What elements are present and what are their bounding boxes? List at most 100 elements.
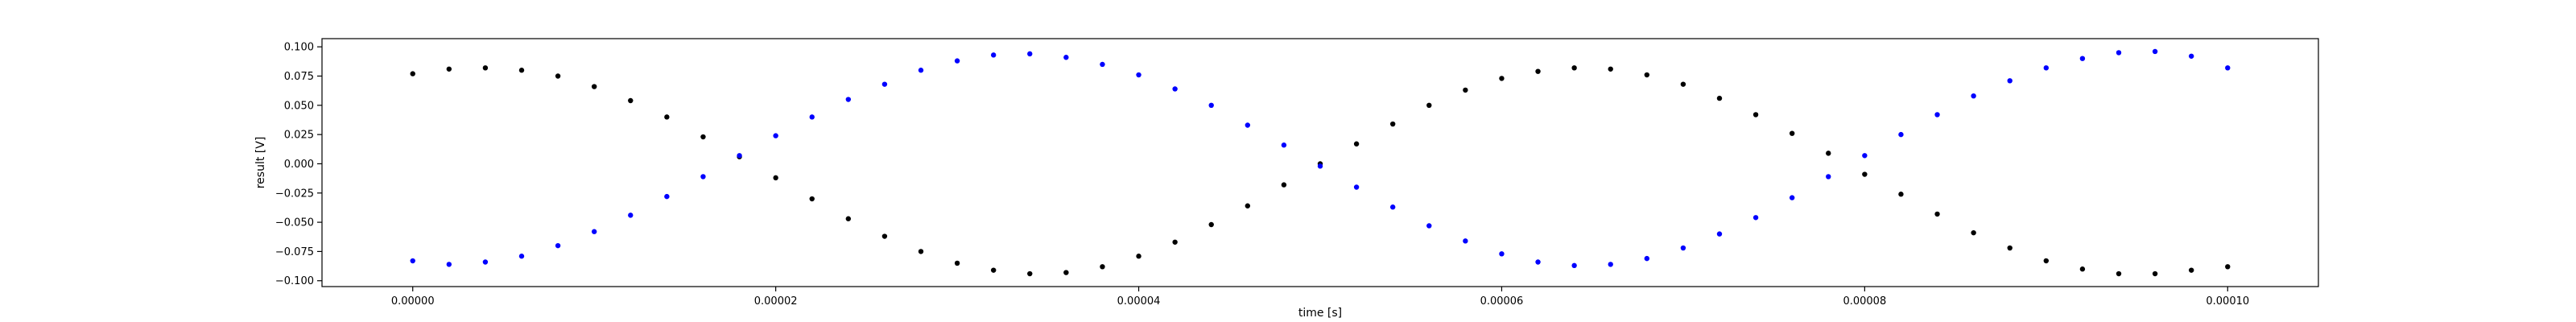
y-tick-label: −0.025 <box>275 188 314 200</box>
data-point <box>2007 78 2013 84</box>
data-point <box>1317 163 1323 169</box>
data-point <box>809 196 815 202</box>
y-tick-label: −0.100 <box>275 275 314 287</box>
y-tick-label: 0.025 <box>284 130 314 142</box>
data-point <box>1100 264 1105 270</box>
data-point <box>1752 112 1759 118</box>
data-point <box>1752 215 1759 221</box>
data-point <box>591 84 597 89</box>
data-point <box>482 65 489 71</box>
data-point <box>1789 195 1795 200</box>
y-tick-label: 0.000 <box>284 159 314 171</box>
data-point <box>1716 95 1723 101</box>
data-point <box>1971 93 1976 99</box>
y-tick-label: 0.100 <box>284 42 314 54</box>
data-point <box>1208 221 1214 228</box>
data-point <box>1027 51 1033 57</box>
y-tick-label: 0.075 <box>284 71 314 83</box>
data-point <box>1389 121 1396 127</box>
y-tick-label: −0.050 <box>275 217 314 229</box>
data-point <box>2043 65 2050 71</box>
data-point <box>990 267 997 273</box>
data-point <box>1136 254 1141 259</box>
x-tick-label: 0.00002 <box>754 295 798 308</box>
data-point <box>954 260 960 266</box>
data-point <box>1680 81 1686 87</box>
data-marks <box>410 48 2231 277</box>
data-point <box>2079 266 2086 272</box>
data-point <box>664 114 670 120</box>
plot-frame <box>321 38 2319 287</box>
data-point <box>2188 53 2194 59</box>
data-point <box>555 242 561 249</box>
data-point <box>1789 130 1795 136</box>
data-point <box>918 249 924 254</box>
data-point <box>1680 245 1686 251</box>
data-point <box>990 52 997 58</box>
data-point <box>1898 192 1904 197</box>
data-point <box>410 71 415 76</box>
data-point <box>1063 55 1069 60</box>
data-point <box>1208 102 1214 109</box>
data-point <box>1463 238 1468 244</box>
data-point <box>446 262 452 267</box>
data-point <box>1281 182 1287 188</box>
data-point <box>1353 141 1360 147</box>
data-point <box>700 174 706 180</box>
data-point <box>2043 258 2050 264</box>
data-point <box>1826 174 1831 180</box>
data-point <box>1100 61 1105 68</box>
data-point <box>2116 270 2122 277</box>
data-point <box>1426 102 1432 109</box>
data-point <box>1353 184 1360 190</box>
data-point <box>482 259 489 265</box>
data-point <box>1862 153 1868 159</box>
data-point <box>1136 72 1141 78</box>
x-axis: 0.00000 0.00002 0.00004 0.00006 0.00008 0.000… <box>391 287 2249 308</box>
data-point <box>1499 251 1505 257</box>
data-point <box>1971 229 1976 236</box>
data-point <box>1826 151 1831 156</box>
data-point <box>845 97 852 102</box>
x-axis-label: time [s] <box>1298 307 1342 320</box>
x-tick-label: 0.00000 <box>391 295 435 308</box>
data-point <box>1571 262 1577 269</box>
data-point <box>2188 267 2194 273</box>
data-point <box>2152 48 2158 55</box>
data-point <box>773 133 778 138</box>
series-2-points <box>410 48 2231 269</box>
data-point <box>881 233 888 239</box>
data-point <box>1027 270 1033 277</box>
x-tick-label: 0.00010 <box>2206 295 2249 308</box>
data-point <box>1172 86 1178 92</box>
data-point <box>410 258 415 264</box>
data-point <box>881 81 888 87</box>
data-point <box>628 213 634 218</box>
y-axis: 0.100 0.075 0.050 0.025 0.000 −0.025 −0.050 −0.… <box>275 42 322 287</box>
y-tick-label: 0.050 <box>284 100 314 112</box>
data-point <box>1245 122 1251 128</box>
data-point <box>446 66 452 72</box>
data-point <box>1644 255 1650 262</box>
y-axis-label: result [V] <box>254 137 267 189</box>
data-point <box>1063 270 1069 275</box>
data-point <box>918 68 924 73</box>
data-point <box>1499 76 1505 81</box>
data-point <box>1535 259 1541 265</box>
data-point <box>809 114 815 120</box>
data-point <box>1535 68 1541 74</box>
data-point <box>1898 131 1904 138</box>
data-point <box>2225 65 2231 71</box>
data-point <box>1862 171 1868 177</box>
data-point <box>1426 223 1432 229</box>
data-point <box>1281 142 1287 148</box>
x-tick-label: 0.00006 <box>1480 295 1524 308</box>
data-point <box>845 216 852 221</box>
data-point <box>1172 239 1178 245</box>
data-point <box>700 134 706 140</box>
data-point <box>2116 50 2122 56</box>
data-point <box>737 153 742 159</box>
data-point <box>591 229 597 234</box>
data-point <box>2079 56 2086 61</box>
